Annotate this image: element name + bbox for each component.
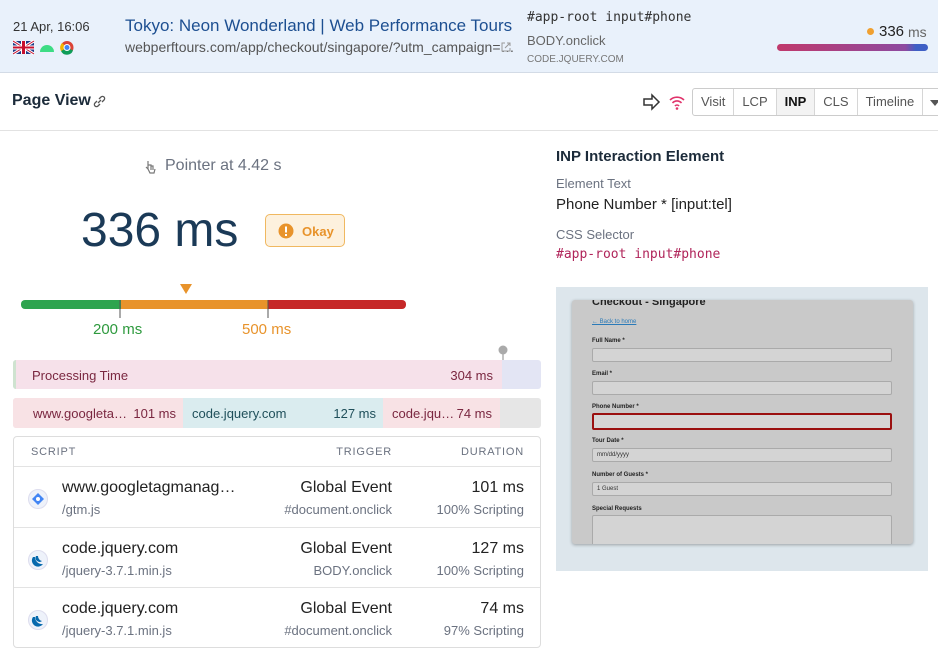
script-segment: [13, 398, 183, 428]
event: BODY.onclick: [527, 33, 606, 48]
trigger-detail: BODY.onclick: [313, 563, 392, 578]
toolbar-icons[interactable]: [642, 93, 688, 111]
threshold-poor: 500 ms: [242, 321, 292, 338]
script-segment-name: code.jqu…: [392, 406, 455, 421]
column-header: DURATION: [460, 446, 524, 458]
tab[interactable]: Visit: [693, 89, 735, 115]
column-header: TRIGGER: [336, 446, 392, 458]
device-icons: [13, 40, 74, 55]
processing-label: Processing Time: [32, 368, 129, 383]
script-segment-name: www.googleta…: [33, 406, 127, 421]
field-input: [592, 381, 892, 395]
toolbar-title: Page View: [12, 92, 91, 109]
inp-unit: ms: [908, 24, 927, 40]
script-name: code.jquery.com: [62, 540, 179, 557]
pointer-icon: [145, 161, 156, 174]
selector: #app-root input#phone: [527, 10, 692, 25]
threshold-good: 200 ms: [93, 321, 143, 338]
field-textarea: [592, 515, 892, 544]
element-text: Phone Number * [input:tel]: [556, 196, 732, 213]
trigger-detail: #document.onclick: [284, 502, 392, 517]
element-screenshot: Checkout - Singapore ← Back to home Full…: [572, 300, 913, 544]
table-row[interactable]: code.jquery.com /jquery-3.7.1.min.js Glo…: [14, 527, 540, 588]
field-select: 1 Guest: [592, 482, 892, 496]
field-input: [592, 348, 892, 362]
jquery-icon: [28, 610, 48, 630]
trigger: Pointer at 4.42 s: [165, 157, 282, 174]
duration: 74 ms: [480, 600, 524, 617]
tab-active[interactable]: INP: [776, 89, 816, 115]
element-title: INP Interaction Element: [556, 148, 725, 165]
script-name: code.jquery.com: [62, 600, 179, 617]
field-label: Tour Date *: [592, 438, 624, 444]
gauge: [21, 284, 406, 318]
processing-value: 304 ms: [450, 368, 493, 383]
screenshot-frame: Checkout - Singapore ← Back to home Full…: [556, 287, 928, 571]
script-segment-name: code.jquery.com: [192, 406, 287, 421]
script-segment: [383, 398, 500, 428]
duration: 127 ms: [471, 540, 524, 557]
trigger: Global Event: [300, 600, 392, 617]
source: CODE.JQUERY.COM: [527, 54, 624, 65]
script-segment-value: 127 ms: [333, 406, 376, 421]
status-dot: [867, 28, 874, 35]
script-file: /jquery-3.7.1.min.js: [62, 623, 172, 638]
table-row[interactable]: code.jquery.com /jquery-3.7.1.min.js Glo…: [14, 587, 540, 648]
date-placeholder: mm/dd/yyyy: [597, 452, 630, 458]
external-link-icon[interactable]: [500, 41, 512, 53]
script-file: /gtm.js: [62, 502, 101, 517]
duration-detail: 100% Scripting: [436, 502, 524, 517]
trigger: Global Event: [300, 540, 392, 557]
link-icon[interactable]: [93, 95, 106, 108]
script-segment: [183, 398, 383, 428]
tab[interactable]: CLS: [815, 89, 858, 115]
header-bar: [0, 0, 938, 73]
processing-bar: [13, 360, 502, 389]
rating-badge: Okay: [265, 214, 345, 247]
selector-label: CSS Selector: [556, 227, 635, 242]
rating-icon: [278, 223, 294, 239]
tab[interactable]: LCP: [734, 89, 777, 115]
back-link: ← Back to home: [592, 319, 637, 325]
field-input-highlighted: [592, 413, 892, 430]
pin: [498, 345, 508, 360]
page-url[interactable]: webperftours.com/app/checkout/singapore/…: [125, 39, 515, 55]
jquery-icon: [28, 550, 48, 570]
script-table: SCRIPT TRIGGER DURATION www.googletagman…: [13, 436, 541, 648]
duration: 101 ms: [471, 479, 524, 496]
table-row[interactable]: www.googletagmanag… /gtm.js Global Event…: [14, 466, 540, 527]
field-label: Full Name *: [592, 338, 625, 344]
field-label: Phone Number *: [592, 404, 639, 410]
field-label: Email *: [592, 371, 613, 377]
duration-detail: 100% Scripting: [436, 563, 524, 578]
inp-bar: [777, 44, 928, 51]
divider: [0, 130, 938, 131]
field-label: Number of Guests *: [592, 472, 649, 478]
element-selector: #app-root input#phone: [556, 247, 721, 262]
script-segment-value: 101 ms: [133, 406, 176, 421]
page-title[interactable]: Tokyo: Neon Wonderland | Web Performance…: [125, 16, 513, 35]
guests-value: 1 Guest: [597, 486, 619, 492]
script-segment-value: 74 ms: [456, 406, 492, 421]
field-input: mm/dd/yyyy: [592, 448, 892, 462]
field-label: Special Requests: [592, 506, 642, 512]
element-text-label: Element Text: [556, 176, 631, 191]
gtm-icon: [28, 489, 48, 509]
inp-big-value: 336 ms: [81, 204, 239, 257]
script-name: www.googletagmanag…: [62, 479, 236, 496]
trigger: Global Event: [300, 479, 392, 496]
form-heading: Checkout - Singapore: [592, 300, 706, 308]
tab[interactable]: Timeline: [858, 89, 924, 115]
tab-menu[interactable]: [923, 89, 938, 115]
date: 21 Apr, 16:06: [13, 19, 90, 34]
script-file: /jquery-3.7.1.min.js: [62, 563, 172, 578]
column-header: SCRIPT: [31, 446, 77, 458]
trigger-detail: #document.onclick: [284, 623, 392, 638]
duration-detail: 97% Scripting: [443, 623, 524, 638]
tabs: Visit LCP INP CLS Timeline: [692, 88, 938, 116]
inp-value: 336: [879, 23, 905, 40]
rating: Okay: [302, 224, 334, 239]
